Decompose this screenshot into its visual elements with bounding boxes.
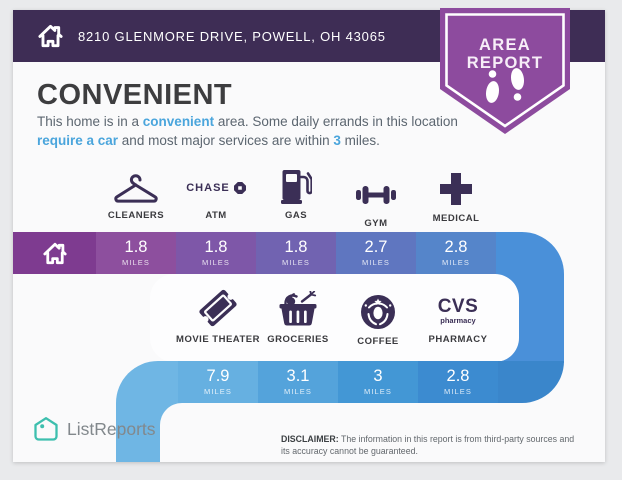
distance-segment: 3 MILES: [338, 361, 418, 403]
desc-seg: This home is in a: [37, 114, 143, 129]
distance-segment: 1.8 MILES: [256, 232, 336, 274]
band-left-bend: [116, 361, 178, 403]
amenity-row-2: MOVIE THEATER GROCERIES: [176, 282, 498, 347]
amenity-row-1: CLEANERS CHASE ATM: [96, 160, 496, 229]
listreports-brand: ListReports: [33, 416, 156, 442]
band-left-strip: [116, 403, 160, 462]
amenity-movie-theater: MOVIE THEATER: [176, 282, 259, 347]
amenity-groceries: GROCERIES: [258, 282, 338, 347]
amenity-coffee: COFFEE: [338, 282, 418, 347]
distance-band-2: 7.9 MILES 3.1 MILES 3 MILES 2.8 MILES: [116, 361, 564, 403]
home-icon: [38, 24, 63, 48]
distance-segment: 7.9 MILES: [178, 361, 258, 403]
distance-segment: 1.8 MILES: [176, 232, 256, 274]
listreports-logo-icon: [34, 417, 58, 441]
home-icon: [42, 242, 67, 264]
listreports-brand-text: ListReports: [67, 418, 156, 439]
hanger-icon: [114, 174, 158, 203]
desc-highlight: convenient: [142, 114, 215, 129]
desc-highlight: 3: [333, 133, 341, 148]
amenity-cleaners: CLEANERS: [96, 160, 176, 229]
distance-segment: 2.7 MILES: [336, 232, 416, 274]
disclaimer-text: DISCLAIMER: The information in this repo…: [281, 434, 583, 457]
band-right-tail: [498, 361, 564, 403]
grocery-basket-icon: [279, 291, 317, 326]
distance-segment: 1.8 MILES: [96, 232, 176, 274]
chase-octagon-icon: [233, 182, 246, 194]
amenity-gym: GYM: [336, 160, 416, 229]
ticket-icon: [199, 289, 237, 327]
desc-seg: miles.: [340, 133, 380, 148]
badge-line1: AREA: [479, 36, 531, 54]
gas-pump-icon: [280, 170, 312, 204]
distance-segment: 2.8 MILES: [418, 361, 498, 403]
page-title: CONVENIENT: [37, 79, 233, 111]
desc-seg: area. Some daily errands in this locatio…: [214, 114, 458, 129]
property-address: 8210 GLENMORE DRIVE, POWELL, OH 43065: [78, 28, 386, 44]
distance-segment: 2.8 MILES: [416, 232, 496, 274]
badge-line2: REPORT: [467, 54, 544, 72]
amenity-pharmacy: CVS pharmacy PHARMACY: [428, 295, 488, 346]
description-text: This home is in a convenient area. Some …: [37, 112, 477, 150]
dumbbell-icon: [356, 186, 396, 204]
disclaimer-label: DISCLAIMER:: [281, 434, 339, 444]
starbucks-logo: [361, 295, 395, 329]
amenity-atm: CHASE ATM: [176, 160, 256, 229]
desc-highlight: require a car: [37, 133, 119, 148]
medical-cross-icon: [440, 173, 472, 205]
area-report-badge: AREA REPORT: [440, 8, 570, 134]
cvs-logo: CVS pharmacy: [437, 295, 479, 325]
amenity-medical: MEDICAL: [416, 160, 496, 229]
distance-segment: 3.1 MILES: [258, 361, 338, 403]
distance-band-1: 1.8 MILES 1.8 MILES 1.8 MILES 2.7 MILES 2.8 M…: [13, 232, 496, 274]
band-home-segment: [13, 232, 96, 274]
chase-logo: CHASE: [186, 182, 246, 206]
desc-seg: and most major services are within: [118, 133, 334, 148]
disclaimer-body: The information in this report is from t…: [281, 434, 575, 456]
footprints-icon: [485, 68, 525, 103]
amenity-gas: GAS: [256, 160, 336, 229]
